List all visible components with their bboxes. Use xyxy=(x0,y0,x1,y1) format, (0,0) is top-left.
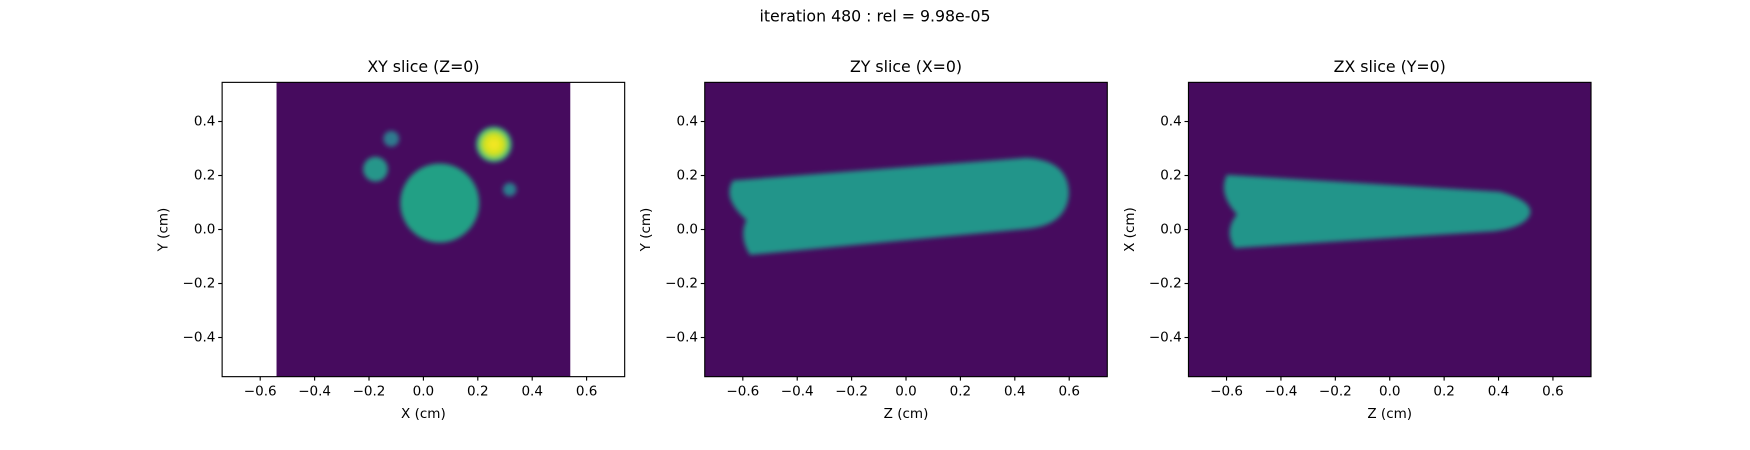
y-tick-label: 0.4 xyxy=(194,114,216,130)
y-tick-label: 0.2 xyxy=(676,168,698,184)
y-axis-label: Y (cm) xyxy=(638,208,654,253)
x-tick-label: −0.2 xyxy=(353,383,386,399)
x-axis-label: Z (cm) xyxy=(1367,406,1412,422)
x-tick-label: −0.6 xyxy=(244,383,277,399)
y-tick-label: −0.2 xyxy=(665,276,698,292)
y-axis-label: X (cm) xyxy=(1122,207,1138,252)
x-tick-label: −0.2 xyxy=(1319,383,1352,399)
x-tick-label: −0.4 xyxy=(1265,383,1298,399)
x-tick-label: 0.2 xyxy=(467,383,489,399)
x-tick-label: −0.4 xyxy=(781,383,814,399)
x-tick-label: −0.6 xyxy=(1210,383,1243,399)
y-tick-label: −0.2 xyxy=(1149,276,1182,292)
y-tick-label: 0.0 xyxy=(194,222,216,238)
y-tick-label: −0.4 xyxy=(183,330,216,346)
y-tick-label: 0.2 xyxy=(194,168,216,184)
image-detail xyxy=(276,82,571,377)
x-tick-label: −0.2 xyxy=(835,383,868,399)
y-tick-label: 0.2 xyxy=(1160,168,1182,184)
y-tick-label: 0.0 xyxy=(676,222,698,238)
y-tick-label: 0.4 xyxy=(1160,114,1182,130)
figure-title: iteration 480 : rel = 9.98e-05 xyxy=(759,6,990,25)
y-axis-label: Y (cm) xyxy=(155,208,171,253)
x-tick-label: 0.0 xyxy=(1379,383,1401,399)
x-axis-label: X (cm) xyxy=(401,406,446,422)
y-tick-label: −0.4 xyxy=(665,330,698,346)
x-tick-label: −0.6 xyxy=(726,383,759,399)
x-tick-label: 0.2 xyxy=(1433,383,1455,399)
axes-title: ZY slice (X=0) xyxy=(850,57,962,76)
x-tick-label: 0.0 xyxy=(413,383,434,399)
x-tick-label: 0.6 xyxy=(1542,383,1564,399)
x-tick-label: 0.4 xyxy=(521,383,543,399)
x-tick-label: 0.2 xyxy=(950,383,972,399)
x-tick-label: 0.6 xyxy=(1058,383,1080,399)
x-tick-label: −0.4 xyxy=(298,383,331,399)
x-tick-label: 0.6 xyxy=(576,383,598,399)
image-detail xyxy=(1188,82,1592,377)
axes-title: ZX slice (Y=0) xyxy=(1334,57,1446,76)
x-tick-label: 0.4 xyxy=(1488,383,1509,399)
y-tick-label: 0.4 xyxy=(676,114,698,130)
x-tick-label: 0.4 xyxy=(1004,383,1026,399)
y-tick-label: −0.2 xyxy=(183,276,216,292)
x-tick-label: 0.0 xyxy=(895,383,917,399)
y-tick-label: 0.0 xyxy=(1160,222,1182,238)
axes-title: XY slice (Z=0) xyxy=(367,57,479,76)
x-axis-label: Z (cm) xyxy=(884,406,929,422)
y-tick-label: −0.4 xyxy=(1149,330,1182,346)
image-detail xyxy=(704,82,1108,377)
